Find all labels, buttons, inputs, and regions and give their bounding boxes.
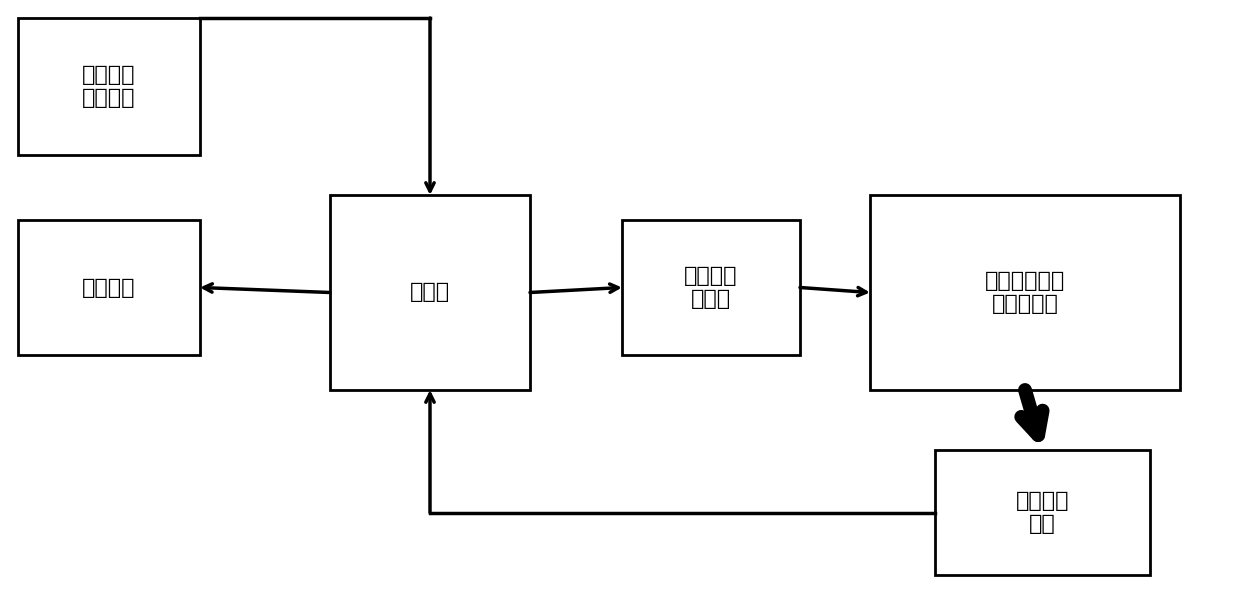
Text: 红外测距
模块: 红外测距 模块: [1016, 491, 1069, 534]
Text: 敲击电机: 敲击电机: [82, 278, 136, 297]
Bar: [19, 220, 199, 355]
Bar: [870, 195, 1180, 390]
Bar: [935, 450, 1150, 575]
Bar: [622, 220, 800, 355]
Text: 控制器: 控制器: [410, 283, 450, 302]
Text: 步进电机控制
的丝杆滑块: 步进电机控制 的丝杆滑块: [985, 271, 1066, 314]
Bar: [330, 195, 530, 390]
Text: 敲击电机
过流保护: 敲击电机 过流保护: [82, 65, 136, 108]
Text: 步进电机
驱动器: 步进电机 驱动器: [684, 266, 737, 309]
Bar: [19, 18, 199, 155]
